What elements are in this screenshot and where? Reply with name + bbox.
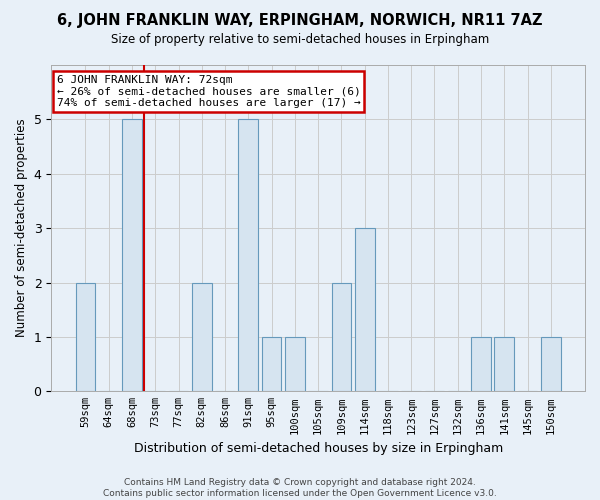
Bar xyxy=(355,228,374,392)
Bar xyxy=(285,337,305,392)
Text: Size of property relative to semi-detached houses in Erpingham: Size of property relative to semi-detach… xyxy=(111,32,489,46)
Bar xyxy=(471,337,491,392)
X-axis label: Distribution of semi-detached houses by size in Erpingham: Distribution of semi-detached houses by … xyxy=(134,442,503,455)
Text: Contains HM Land Registry data © Crown copyright and database right 2024.
Contai: Contains HM Land Registry data © Crown c… xyxy=(103,478,497,498)
Bar xyxy=(238,120,258,392)
Bar xyxy=(494,337,514,392)
Text: 6 JOHN FRANKLIN WAY: 72sqm
← 26% of semi-detached houses are smaller (6)
74% of : 6 JOHN FRANKLIN WAY: 72sqm ← 26% of semi… xyxy=(56,75,361,108)
Bar xyxy=(192,282,212,392)
Bar xyxy=(122,120,142,392)
Bar xyxy=(541,337,561,392)
Bar xyxy=(76,282,95,392)
Text: 6, JOHN FRANKLIN WAY, ERPINGHAM, NORWICH, NR11 7AZ: 6, JOHN FRANKLIN WAY, ERPINGHAM, NORWICH… xyxy=(57,12,543,28)
Y-axis label: Number of semi-detached properties: Number of semi-detached properties xyxy=(15,119,28,338)
Bar xyxy=(262,337,281,392)
Bar xyxy=(332,282,352,392)
